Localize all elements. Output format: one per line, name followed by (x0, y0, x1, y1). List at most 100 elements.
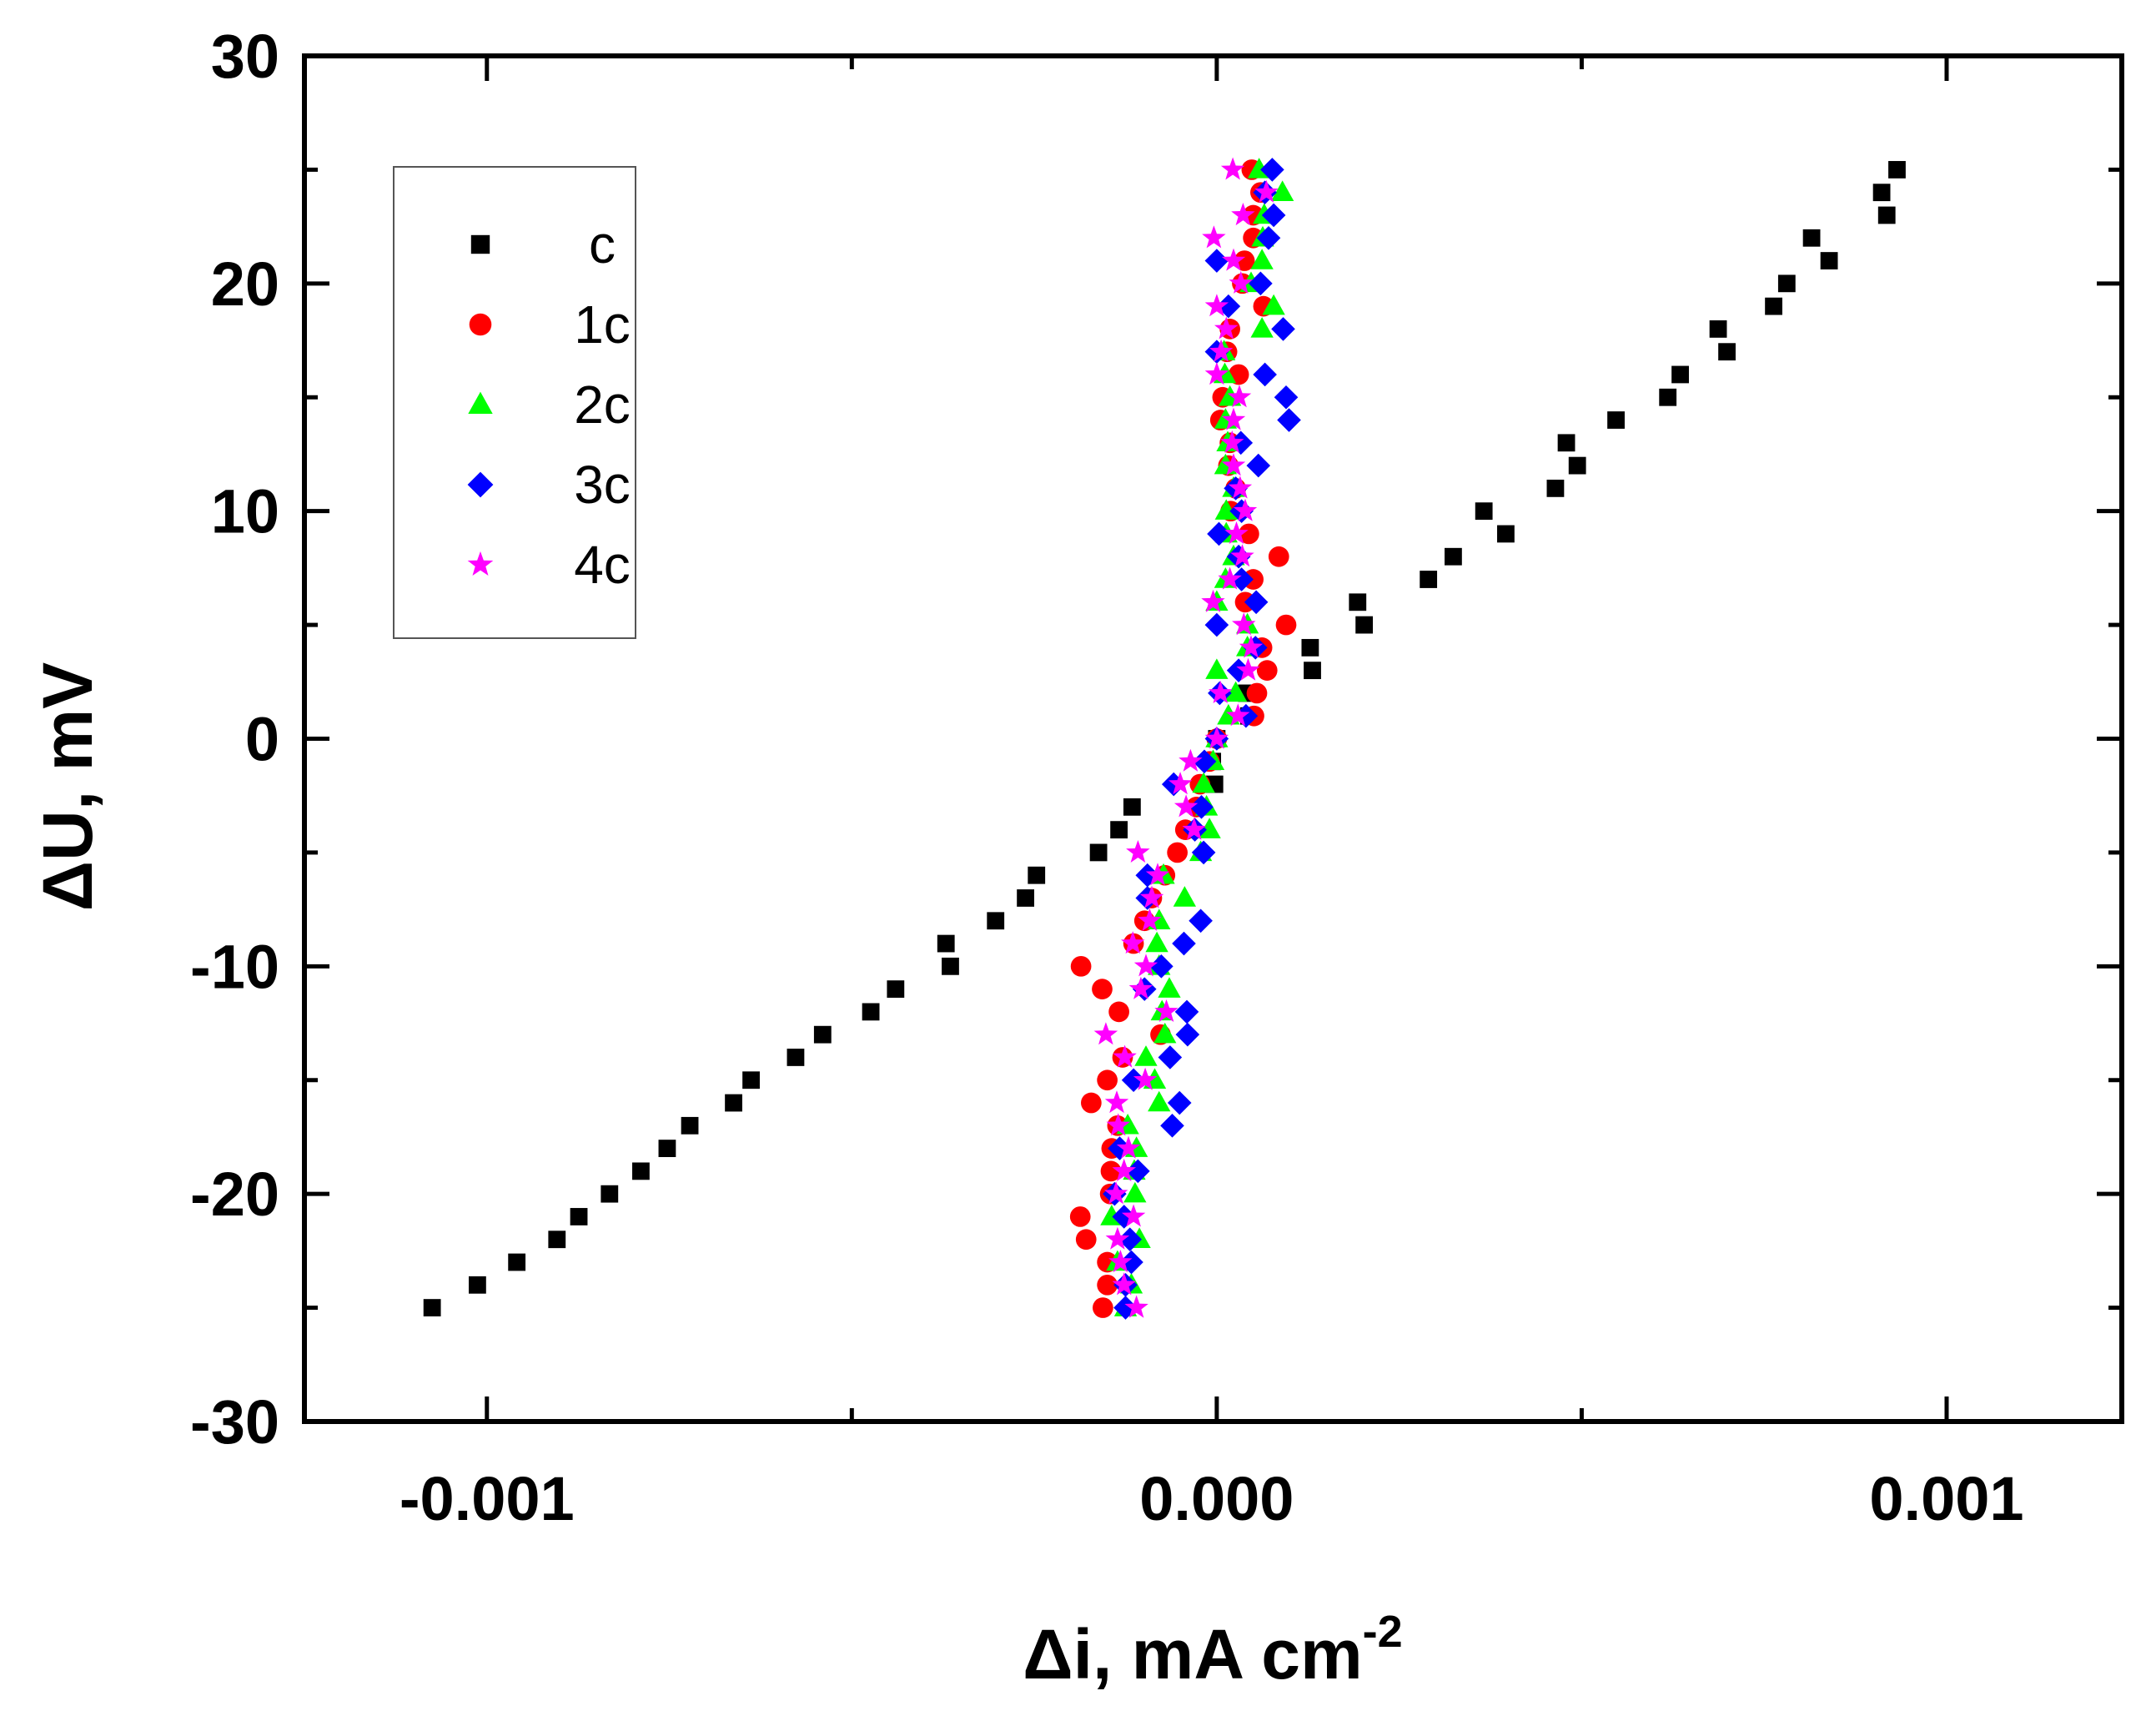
data-point-c (987, 912, 1005, 930)
data-point-1c (1167, 842, 1188, 863)
x-tick-label: 0.000 (1139, 1464, 1294, 1533)
data-point-3c (1172, 931, 1196, 956)
data-point-c (1110, 821, 1128, 839)
data-point-4c (1230, 544, 1254, 567)
legend-marker-c (470, 234, 490, 254)
data-point-c (681, 1116, 699, 1135)
data-point-c (1659, 388, 1677, 406)
data-point-2c (1270, 180, 1294, 201)
legend-marker-1c (469, 313, 492, 336)
data-point-1c (1239, 523, 1259, 545)
data-point-c (862, 1003, 880, 1021)
data-point-c (1877, 206, 1896, 224)
data-point-3c (1274, 385, 1299, 410)
data-point-4c (1128, 976, 1153, 999)
data-point-4c (1093, 1022, 1118, 1045)
data-point-c (1802, 229, 1821, 247)
data-point-3c (1204, 612, 1229, 637)
data-point-4c (1108, 1250, 1133, 1273)
data-point-c (1304, 662, 1321, 680)
data-point-c (658, 1140, 676, 1157)
data-point-3c (1271, 317, 1295, 341)
data-point-1c (1069, 1206, 1091, 1227)
x-axis-title-text: Δi, mA cm (1023, 1615, 1362, 1693)
data-point-c (423, 1299, 441, 1316)
legend-marker-3c (467, 471, 494, 498)
data-point-4c (1227, 385, 1252, 408)
data-point-c (1089, 843, 1108, 862)
data-point-c (742, 1071, 760, 1090)
data-point-c (1607, 411, 1625, 429)
data-point-2c (1123, 1181, 1147, 1203)
data-point-c (1872, 184, 1891, 202)
data-point-c (1349, 593, 1367, 611)
data-point-1c (1097, 1069, 1118, 1091)
data-point-4c (1121, 1204, 1146, 1227)
data-point-c (1301, 638, 1319, 657)
data-point-4c (1133, 1067, 1158, 1090)
data-point-4c (1173, 794, 1199, 818)
data-point-4c (1209, 339, 1234, 362)
data-point-4c (1182, 817, 1206, 840)
data-point-2c (1145, 931, 1168, 953)
data-point-c (1557, 434, 1576, 452)
data-point-4c (1214, 316, 1239, 340)
data-point-4c (1105, 1226, 1130, 1250)
data-point-4c (1145, 863, 1170, 886)
data-point-c (1888, 161, 1906, 179)
data-point-3c (1189, 908, 1213, 934)
data-point-4c (1221, 407, 1246, 430)
data-point-1c (1075, 1229, 1097, 1251)
data-point-4c (1209, 681, 1233, 703)
data-point-3c (1244, 590, 1269, 615)
data-point-3c (1126, 1159, 1150, 1184)
data-point-3c (1249, 271, 1273, 296)
data-point-4c (1202, 225, 1226, 249)
data-point-2c (1250, 317, 1274, 338)
data-point-4c (1221, 453, 1246, 476)
data-point-3c (1234, 703, 1259, 728)
x-axis-title-superscript: -2 (1363, 1607, 1403, 1657)
y-tick-label: 10 (211, 477, 279, 546)
data-point-2c (1205, 658, 1229, 679)
data-point-3c (1149, 954, 1173, 979)
data-point-c (1420, 571, 1438, 588)
data-point-2c (1153, 1022, 1177, 1044)
legend-box (393, 166, 636, 639)
data-point-c (1820, 252, 1838, 269)
data-point-3c (1174, 999, 1199, 1024)
data-point-4c (1236, 657, 1260, 681)
data-point-c (887, 980, 905, 999)
data-point-c (570, 1208, 588, 1225)
y-tick-label: -20 (190, 1160, 279, 1229)
data-point-c (1445, 547, 1462, 566)
y-axis-title: ΔU, mV (28, 662, 107, 911)
data-points (423, 157, 1906, 1320)
data-point-4c (1220, 430, 1244, 453)
data-point-c (937, 934, 955, 953)
data-point-2c (1214, 499, 1238, 520)
data-point-1c (1268, 546, 1289, 567)
data-point-3c (1175, 1022, 1200, 1047)
data-point-4c (1233, 498, 1258, 521)
y-tick-label: 30 (211, 22, 279, 91)
data-point-4c (1229, 270, 1253, 294)
data-point-c (1546, 479, 1565, 497)
data-point-c (813, 1025, 832, 1044)
data-point-2c (1224, 681, 1248, 702)
data-point-4c (1220, 157, 1245, 180)
data-point-2c (1158, 977, 1181, 998)
data-point-c (468, 1276, 486, 1294)
series-c (423, 161, 1906, 1316)
data-point-3c (1158, 1045, 1183, 1069)
data-point-4c (1104, 1090, 1129, 1114)
data-point-4c (1226, 703, 1250, 727)
data-point-4c (1228, 476, 1253, 499)
data-point-3c (1192, 749, 1217, 774)
data-point-3c (1160, 1114, 1184, 1138)
data-point-c (1017, 889, 1034, 907)
data-point-4c (1204, 294, 1229, 317)
data-point-c (1777, 274, 1796, 293)
data-point-3c (1260, 158, 1284, 182)
